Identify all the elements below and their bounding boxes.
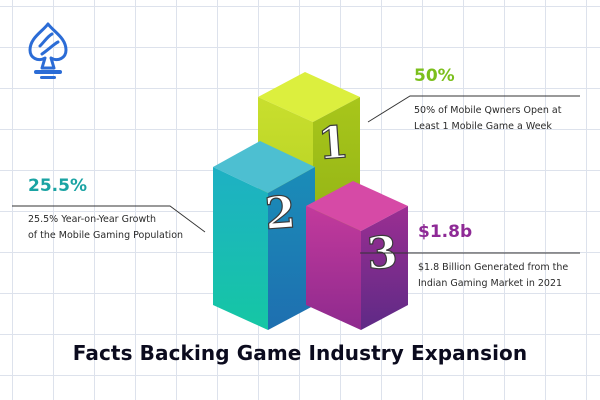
fact-description-2: 25.5% Year-on-Year Growth of the Mobile … [28,212,183,244]
spade-shield-logo-icon [28,22,68,79]
fact-1-line-2: Least 1 Mobile Game a Week [414,121,552,132]
rank-numeral-2: 2 [263,187,297,240]
fact-2-line-2: of the Mobile Gaming Population [28,230,184,241]
page-title: Facts Backing Game Industry Expansion [72,341,528,365]
podium-block-3 [306,181,408,330]
stat-value-3: $1.8b [418,222,473,242]
block-3-side [361,206,408,330]
block-2-top [213,141,315,193]
connector-line-1 [367,95,580,123]
connector-line-2 [12,205,206,233]
block-2-side [268,167,315,330]
fact-description-3: $1.8 Billion Generated from the Indian G… [418,260,568,292]
fact-1-line-1: 50% of Mobile Qwners Open at [414,105,562,116]
rank-numeral-3: 3 [365,227,399,280]
block-3-front [306,206,361,330]
fact-2-line-1: 25.5% Year-on-Year Growth [28,214,156,225]
fact-3-line-2: Indian Gaming Market in 2021 [418,278,563,289]
stat-value-2: 25.5% [28,176,87,196]
stat-value-1: 50% [414,66,455,86]
fact-description-1: 50% of Mobile Qwners Open at Least 1 Mob… [414,103,561,135]
fact-3-line-1: $1.8 Billion Generated from the [418,262,569,273]
podium-block-2 [213,141,315,330]
block-3-top [306,181,408,231]
rank-numeral-1: 1 [316,117,350,170]
block-1-top [258,72,360,122]
block-2-front [213,167,268,330]
